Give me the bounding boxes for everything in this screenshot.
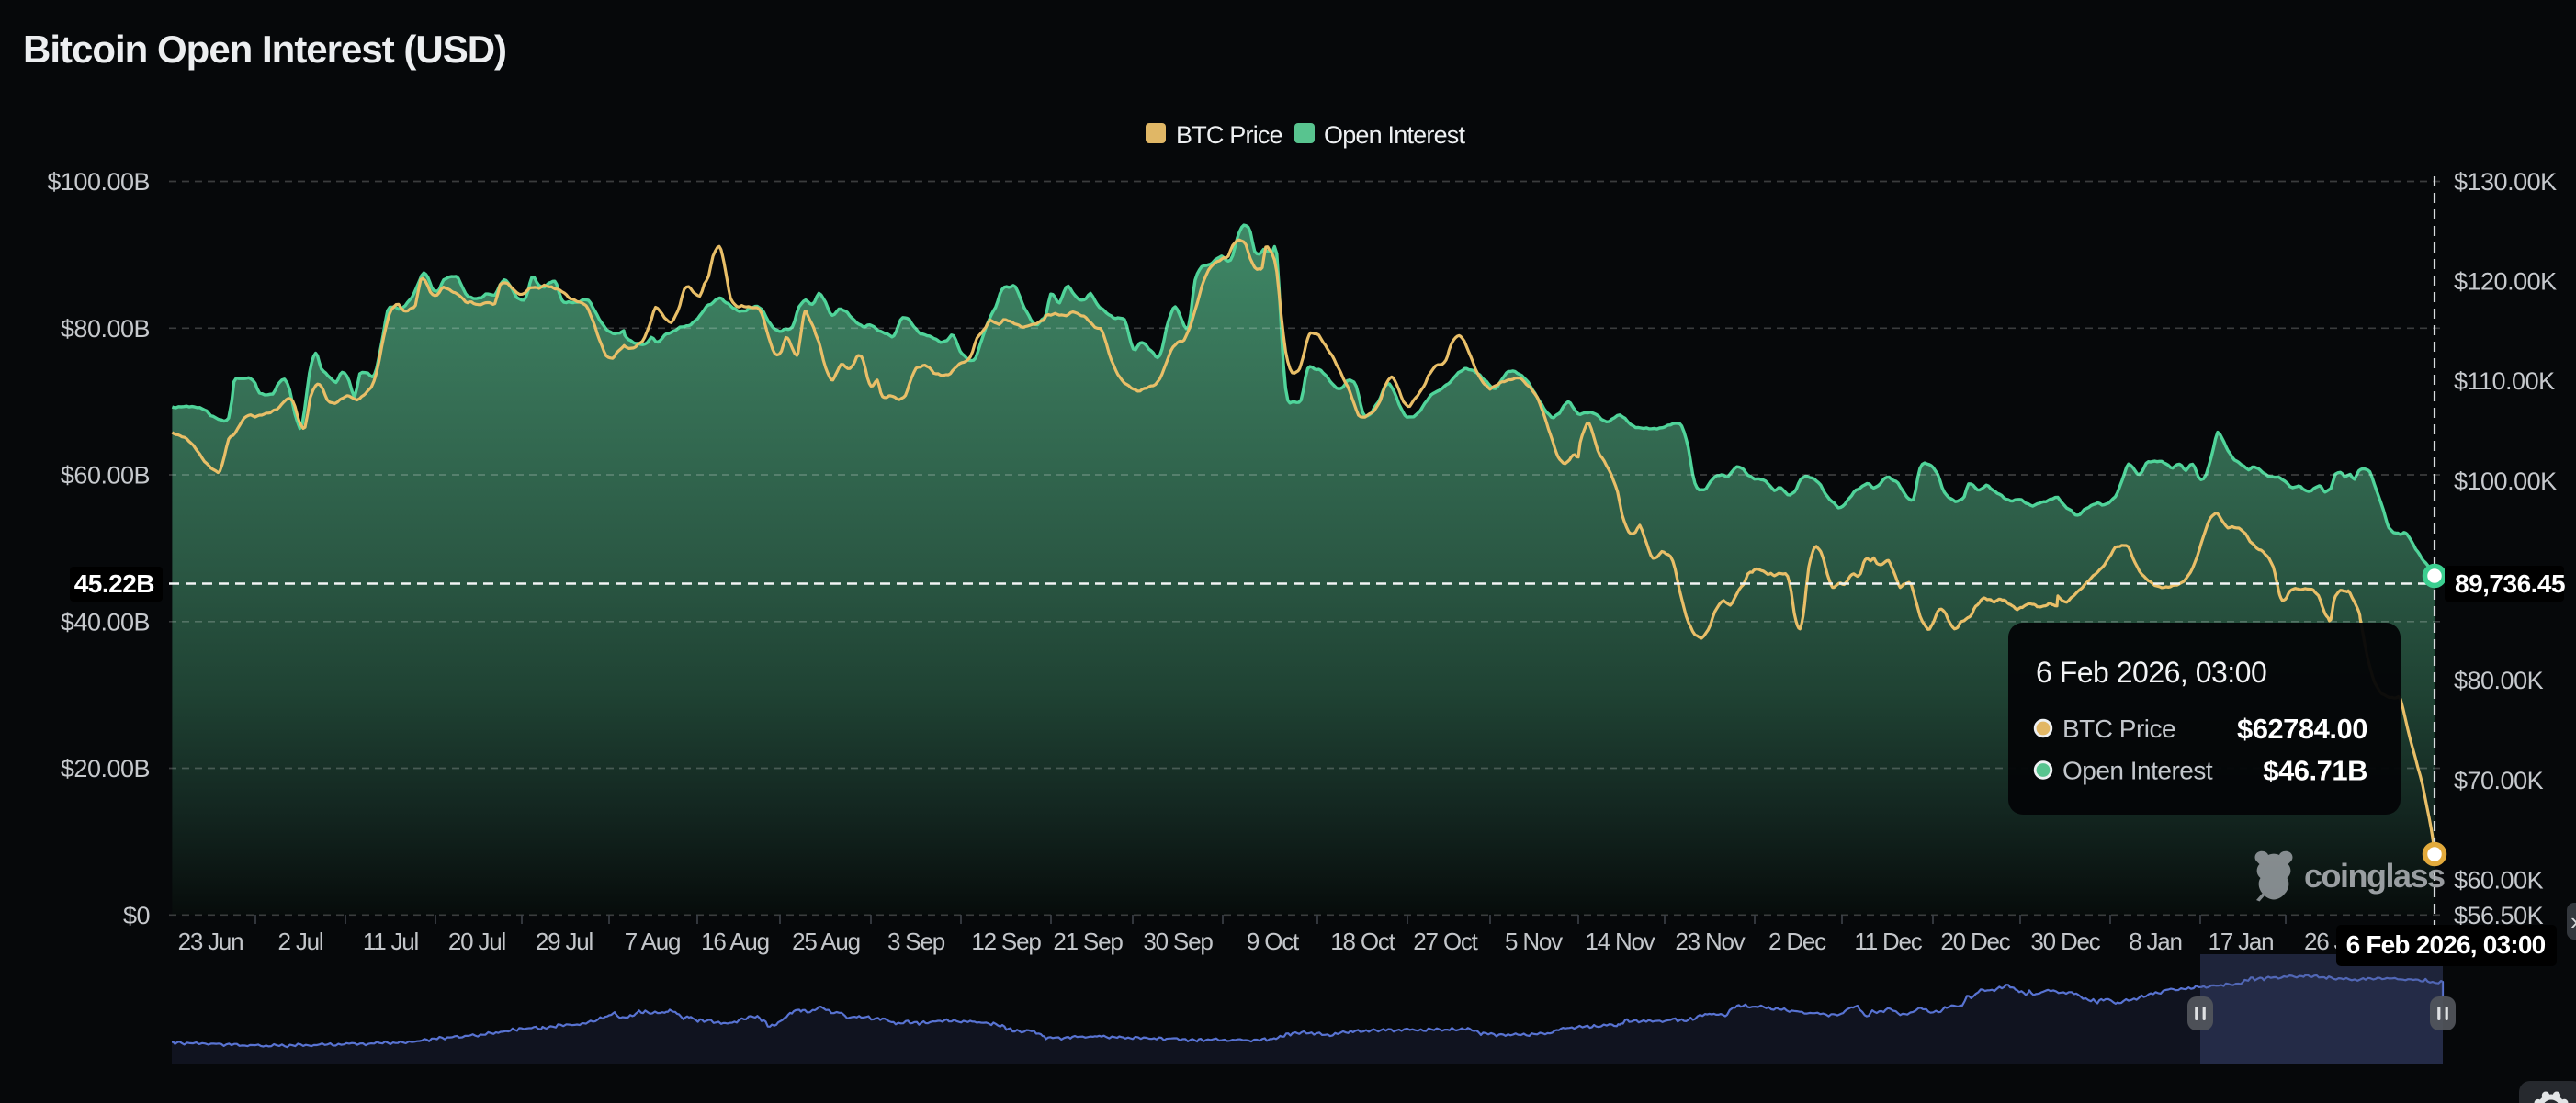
svg-text:2 Jul: 2 Jul bbox=[278, 928, 323, 955]
svg-text:$80.00K: $80.00K bbox=[2454, 667, 2544, 694]
svg-text:$0: $0 bbox=[123, 902, 150, 929]
svg-text:17 Jan: 17 Jan bbox=[2209, 928, 2274, 955]
svg-text:27 Oct: 27 Oct bbox=[1413, 928, 1478, 955]
svg-text:30 Dec: 30 Dec bbox=[2030, 928, 2100, 955]
svg-text:25 Aug: 25 Aug bbox=[792, 928, 860, 955]
svg-text:$40.00B: $40.00B bbox=[61, 608, 150, 636]
svg-text:30 Sep: 30 Sep bbox=[1143, 928, 1213, 955]
svg-text:$56.50K: $56.50K bbox=[2454, 902, 2544, 929]
svg-text:3 Sep: 3 Sep bbox=[887, 928, 945, 955]
svg-text:Bitcoin Open Interest (USD): Bitcoin Open Interest (USD) bbox=[23, 28, 506, 71]
svg-text:Open Interest: Open Interest bbox=[1324, 121, 1465, 149]
svg-text:BTC Price: BTC Price bbox=[1176, 121, 1282, 149]
svg-text:Open Interest: Open Interest bbox=[2062, 757, 2213, 785]
svg-text:45.22B: 45.22B bbox=[74, 569, 154, 598]
svg-text:$100.00K: $100.00K bbox=[2454, 467, 2557, 495]
svg-text:21 Sep: 21 Sep bbox=[1053, 928, 1123, 955]
svg-text:$100.00B: $100.00B bbox=[47, 168, 150, 196]
svg-text:11 Dec: 11 Dec bbox=[1854, 928, 1922, 955]
svg-text:14 Nov: 14 Nov bbox=[1585, 928, 1655, 955]
svg-text:$80.00B: $80.00B bbox=[61, 315, 150, 343]
svg-text:29 Jul: 29 Jul bbox=[536, 928, 593, 955]
svg-text:BTC Price: BTC Price bbox=[2062, 715, 2175, 743]
svg-text:89,736.45: 89,736.45 bbox=[2455, 569, 2565, 598]
svg-text:$60.00B: $60.00B bbox=[61, 462, 150, 490]
svg-text:$60.00K: $60.00K bbox=[2454, 867, 2544, 895]
svg-text:coinglass: coinglass bbox=[2304, 857, 2445, 895]
svg-text:20 Dec: 20 Dec bbox=[1940, 928, 2010, 955]
svg-text:$20.00B: $20.00B bbox=[61, 755, 150, 782]
svg-text:$130.00K: $130.00K bbox=[2454, 168, 2557, 196]
svg-text:6 Feb 2026, 03:00: 6 Feb 2026, 03:00 bbox=[2346, 930, 2546, 959]
svg-text:$70.00K: $70.00K bbox=[2454, 767, 2544, 794]
svg-text:11 Jul: 11 Jul bbox=[363, 928, 419, 955]
svg-text:23 Nov: 23 Nov bbox=[1675, 928, 1745, 955]
svg-text:$46.71B: $46.71B bbox=[2263, 755, 2367, 787]
svg-text:6 Feb 2026, 03:00: 6 Feb 2026, 03:00 bbox=[2036, 656, 2266, 689]
svg-text:16 Aug: 16 Aug bbox=[701, 928, 769, 955]
svg-text:$110.00K: $110.00K bbox=[2454, 367, 2555, 395]
svg-text:20 Jul: 20 Jul bbox=[448, 928, 506, 955]
svg-text:8 Jan: 8 Jan bbox=[2129, 928, 2182, 955]
svg-text:5 Nov: 5 Nov bbox=[1505, 928, 1563, 955]
svg-text:2 Dec: 2 Dec bbox=[1768, 928, 1826, 955]
svg-text:18 Oct: 18 Oct bbox=[1330, 928, 1395, 955]
svg-text:7 Aug: 7 Aug bbox=[625, 928, 681, 955]
svg-text:$62784.00: $62784.00 bbox=[2237, 713, 2367, 745]
svg-text:›: › bbox=[2570, 907, 2576, 935]
svg-text:12 Sep: 12 Sep bbox=[971, 928, 1041, 955]
svg-text:$120.00K: $120.00K bbox=[2454, 268, 2557, 296]
svg-text:23 Jun: 23 Jun bbox=[178, 928, 243, 955]
svg-text:9 Oct: 9 Oct bbox=[1247, 928, 1300, 955]
